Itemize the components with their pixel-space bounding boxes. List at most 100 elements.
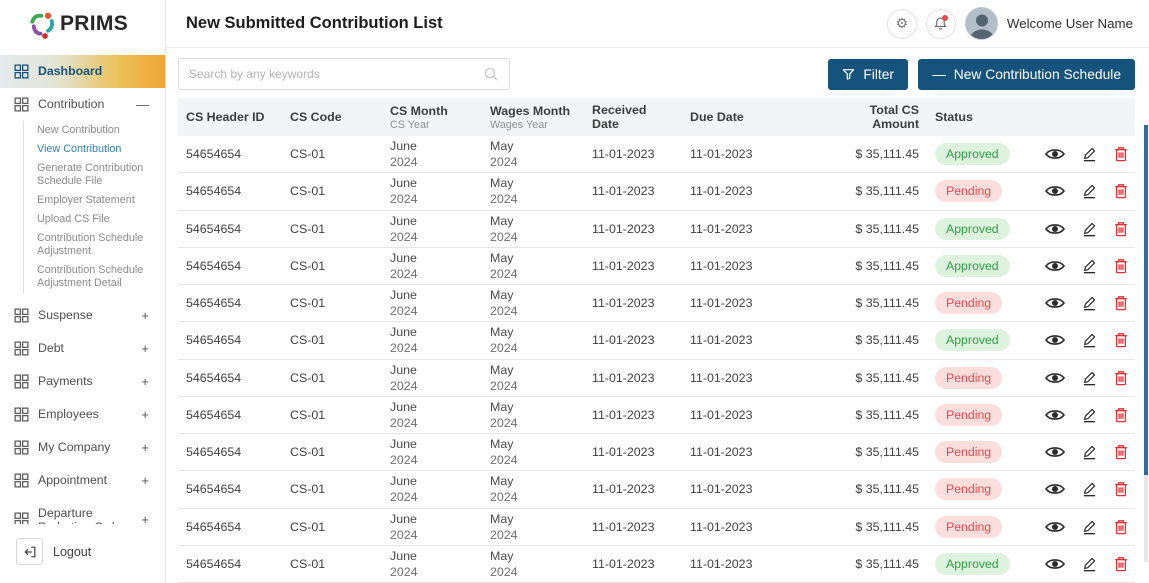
sidebar-nav: Dashboard Contribution — New Contributio…: [0, 48, 165, 524]
cell-cs-header-id: 54654654: [186, 221, 242, 236]
submenu-item[interactable]: Contribution Schedule Adjustment: [37, 231, 144, 257]
edit-pencil-icon[interactable]: [1082, 258, 1097, 274]
delete-trash-icon[interactable]: [1114, 221, 1128, 237]
status-badge: Pending: [935, 441, 1003, 464]
view-eye-icon[interactable]: [1045, 408, 1065, 422]
expand-icon[interactable]: +: [141, 406, 149, 422]
view-eye-icon[interactable]: [1045, 184, 1065, 198]
delete-trash-icon[interactable]: [1114, 407, 1128, 423]
view-eye-icon[interactable]: [1045, 445, 1065, 459]
cell-cs-code: CS-01: [290, 258, 326, 273]
delete-trash-icon[interactable]: [1114, 444, 1128, 460]
cell-cs-code: CS-01: [290, 333, 326, 348]
cell-due-date: 11-01-2023: [690, 221, 753, 236]
submenu-item[interactable]: View Contribution: [37, 142, 122, 155]
submenu-item[interactable]: Employer Statement: [37, 193, 135, 206]
settings-button[interactable]: ⚙: [886, 8, 917, 39]
cell-wages-month: May 2024: [490, 548, 518, 579]
status-badge: Pending: [935, 478, 1003, 501]
cell-cs-month: June 2024: [390, 548, 418, 579]
sidebar-item[interactable]: Debt +: [0, 332, 165, 365]
delete-trash-icon[interactable]: [1114, 519, 1128, 535]
grid-icon: [14, 440, 29, 455]
logout-button[interactable]: Logout: [0, 524, 165, 583]
edit-pencil-icon[interactable]: [1082, 146, 1097, 162]
delete-trash-icon[interactable]: [1114, 332, 1128, 348]
cell-due-date: 11-01-2023: [690, 184, 753, 199]
submenu-item[interactable]: New Contribution: [37, 124, 120, 136]
cell-due-date: 11-01-2023: [690, 147, 753, 162]
cell-received-date: 11-01-2023: [592, 184, 655, 199]
view-eye-icon[interactable]: [1045, 259, 1065, 273]
delete-trash-icon[interactable]: [1114, 556, 1128, 572]
cell-actions: [1033, 210, 1135, 247]
sidebar-item-contribution[interactable]: Contribution —: [0, 88, 165, 121]
expand-icon[interactable]: +: [141, 512, 149, 524]
view-eye-icon[interactable]: [1045, 333, 1065, 347]
scrollbar-thumb[interactable]: [1144, 125, 1148, 475]
table-row: 54654654 CS-01 June 2024 May 2024 11-01-20…: [178, 508, 1135, 545]
sidebar-item[interactable]: Suspense +: [0, 299, 165, 332]
submenu-item[interactable]: Upload CS File: [37, 212, 110, 225]
sidebar-item[interactable]: My Company +: [0, 431, 165, 464]
filter-button[interactable]: Filter: [828, 58, 908, 90]
table-row: 54654654 CS-01 June 2024 May 2024 11-01-20…: [178, 359, 1135, 396]
cell-wages-month: May 2024: [490, 511, 518, 542]
delete-trash-icon[interactable]: [1114, 481, 1128, 497]
scrollbar-track: [1144, 125, 1148, 562]
sidebar-item[interactable]: Departure Probation Order +: [0, 497, 165, 524]
avatar[interactable]: [964, 7, 998, 40]
delete-trash-icon[interactable]: [1114, 370, 1128, 386]
search-input[interactable]: [189, 67, 483, 81]
view-eye-icon[interactable]: [1045, 371, 1065, 385]
notifications-button[interactable]: [925, 8, 956, 39]
expand-icon[interactable]: +: [141, 307, 149, 323]
expand-icon[interactable]: +: [141, 340, 149, 356]
sidebar-item-label: Payments: [38, 373, 93, 388]
cell-total-cs-amount: $ 35,111.45: [855, 445, 919, 460]
cell-cs-month: June 2024: [390, 362, 418, 393]
expand-icon[interactable]: +: [141, 373, 149, 389]
delete-trash-icon[interactable]: [1114, 146, 1128, 162]
edit-pencil-icon[interactable]: [1082, 444, 1097, 460]
edit-pencil-icon[interactable]: [1082, 556, 1097, 572]
cell-cs-header-id: 54654654: [186, 445, 242, 460]
view-eye-icon[interactable]: [1045, 482, 1065, 496]
cell-received-date: 11-01-2023: [592, 519, 655, 534]
view-eye-icon[interactable]: [1045, 520, 1065, 534]
new-contribution-schedule-button[interactable]: — New Contribution Schedule: [918, 58, 1135, 90]
edit-pencil-icon[interactable]: [1082, 183, 1097, 199]
grid-icon: [14, 512, 29, 524]
view-eye-icon[interactable]: [1045, 557, 1065, 571]
notification-dot: [941, 14, 948, 21]
sidebar-item[interactable]: Appointment +: [0, 464, 165, 497]
view-eye-icon[interactable]: [1045, 147, 1065, 161]
view-eye-icon[interactable]: [1045, 222, 1065, 236]
edit-pencil-icon[interactable]: [1082, 295, 1097, 311]
edit-pencil-icon[interactable]: [1082, 481, 1097, 497]
cell-cs-month: June 2024: [390, 213, 418, 244]
cell-due-date: 11-01-2023: [690, 482, 753, 497]
expand-icon[interactable]: +: [141, 472, 149, 488]
delete-trash-icon[interactable]: [1114, 183, 1128, 199]
view-eye-icon[interactable]: [1045, 296, 1065, 310]
sidebar-item[interactable]: Employees +: [0, 398, 165, 431]
sidebar-item[interactable]: Payments +: [0, 365, 165, 398]
edit-pencil-icon[interactable]: [1082, 519, 1097, 535]
edit-pencil-icon[interactable]: [1082, 407, 1097, 423]
delete-trash-icon[interactable]: [1114, 295, 1128, 311]
edit-pencil-icon[interactable]: [1082, 221, 1097, 237]
delete-trash-icon[interactable]: [1114, 258, 1128, 274]
cell-actions: [1033, 285, 1135, 322]
edit-pencil-icon[interactable]: [1082, 370, 1097, 386]
submenu-item[interactable]: Contribution Schedule Adjustment Detail: [37, 263, 144, 289]
cell-cs-code: CS-01: [290, 556, 326, 571]
edit-pencil-icon[interactable]: [1082, 332, 1097, 348]
collapse-icon[interactable]: —: [136, 97, 149, 112]
search-icon[interactable]: [483, 66, 499, 82]
brand-logo[interactable]: PRIMS: [0, 0, 165, 48]
expand-icon[interactable]: +: [141, 439, 149, 455]
sidebar-item-dashboard[interactable]: Dashboard: [0, 55, 165, 88]
status-badge: Pending: [935, 292, 1003, 315]
submenu-item[interactable]: Generate Contribution Schedule File: [37, 161, 144, 187]
